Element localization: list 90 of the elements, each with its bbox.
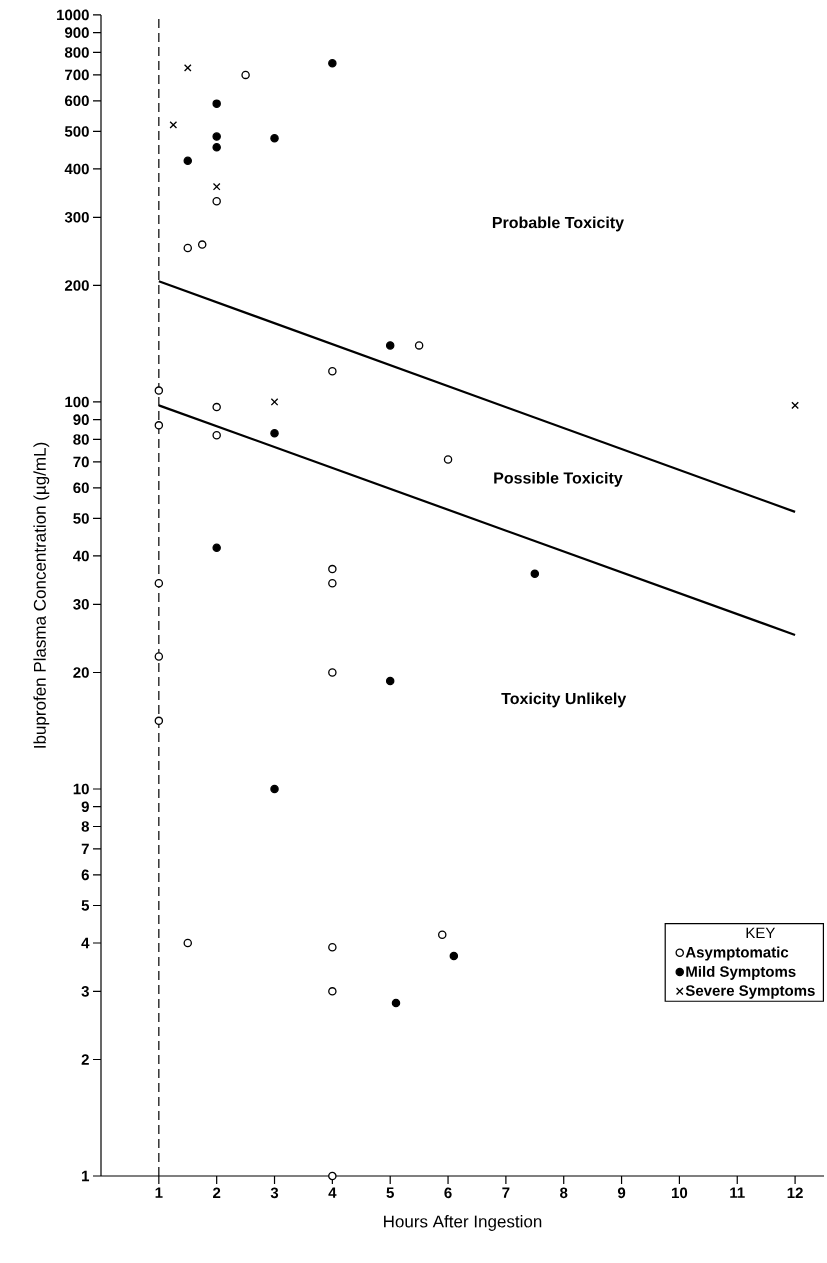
y-tick-label: 8 bbox=[81, 821, 89, 832]
point bbox=[212, 402, 221, 412]
point bbox=[183, 156, 193, 165]
point bbox=[328, 987, 337, 996]
point bbox=[241, 70, 250, 80]
point bbox=[328, 668, 337, 677]
point bbox=[154, 386, 164, 395]
point bbox=[270, 784, 279, 794]
point bbox=[414, 341, 424, 350]
y-tick-label: 70 bbox=[73, 456, 89, 468]
point bbox=[183, 938, 193, 948]
x-tick-label: 11 bbox=[730, 1187, 745, 1198]
y-tick-label: 40 bbox=[73, 550, 89, 562]
point bbox=[328, 943, 337, 952]
y-tick-label: 3 bbox=[81, 986, 89, 997]
point bbox=[328, 1171, 337, 1181]
y-tick-label: 60 bbox=[73, 482, 89, 494]
x-tick-label: 6 bbox=[444, 1187, 452, 1199]
point bbox=[391, 998, 401, 1008]
y-tick-label: 90 bbox=[73, 414, 89, 425]
legend-title: KEY bbox=[746, 927, 776, 939]
point bbox=[270, 398, 279, 406]
point bbox=[212, 543, 221, 553]
point bbox=[530, 569, 540, 578]
y-tick-label: 30 bbox=[73, 599, 89, 610]
point bbox=[212, 431, 221, 440]
point bbox=[270, 134, 279, 143]
point bbox=[154, 421, 164, 430]
point bbox=[385, 676, 395, 686]
y-tick-label: 7 bbox=[81, 843, 89, 855]
y-tick-label: 900 bbox=[64, 27, 89, 38]
x-axis-title: Hours After Ingestion bbox=[384, 1215, 542, 1231]
point bbox=[443, 455, 453, 464]
x-tick-label: 5 bbox=[386, 1187, 394, 1198]
y-tick-label: 5 bbox=[81, 900, 90, 911]
point bbox=[169, 121, 178, 129]
y-tick-label: 50 bbox=[73, 513, 89, 524]
y-tick-label: 500 bbox=[64, 126, 89, 137]
y-tick-label: 10 bbox=[73, 783, 89, 795]
y-tick-label: 100 bbox=[65, 396, 89, 408]
legend-label: Severe Symptoms bbox=[685, 985, 815, 999]
y-tick-label: 600 bbox=[64, 95, 89, 107]
y-tick-label: 1000 bbox=[57, 9, 89, 21]
point bbox=[328, 59, 337, 68]
point bbox=[183, 243, 193, 253]
point bbox=[449, 951, 459, 961]
point bbox=[791, 401, 799, 410]
x-tick-label: 7 bbox=[502, 1187, 510, 1198]
point bbox=[270, 429, 279, 438]
point bbox=[212, 143, 221, 152]
y-tick-label: 20 bbox=[73, 667, 89, 678]
x-tick-label: 2 bbox=[213, 1187, 221, 1198]
y-tick-label: 400 bbox=[64, 163, 89, 175]
point bbox=[183, 64, 192, 72]
y-tick-label: 6 bbox=[81, 869, 89, 881]
point bbox=[197, 240, 207, 249]
y-tick-label: 4 bbox=[81, 937, 90, 949]
point bbox=[212, 132, 221, 141]
point bbox=[328, 564, 337, 574]
y-tick-label: 1 bbox=[82, 1170, 90, 1182]
annotation: Probable Toxicity bbox=[492, 216, 624, 232]
x-tick-label: 3 bbox=[270, 1187, 279, 1199]
point bbox=[385, 341, 395, 350]
point bbox=[328, 579, 337, 588]
x-tick-label: 1 bbox=[155, 1187, 163, 1198]
x-tick-label: 12 bbox=[787, 1187, 803, 1198]
point bbox=[154, 716, 164, 726]
annotation: Toxicity Unlikely bbox=[501, 692, 627, 708]
y-tick-label: 700 bbox=[65, 69, 89, 81]
y-axis-title: Ibuprofen Plasma Concentration (µg/mL) bbox=[33, 442, 50, 748]
legend-label: Mild Symptoms bbox=[686, 965, 796, 980]
point bbox=[154, 652, 164, 661]
y-tick-label: 9 bbox=[81, 801, 89, 812]
legend-label: Asymptomatic bbox=[685, 946, 789, 961]
point bbox=[328, 367, 337, 376]
x-tick-label: 4 bbox=[328, 1187, 337, 1198]
y-tick-label: 800 bbox=[64, 47, 89, 58]
y-tick-label: 80 bbox=[73, 434, 89, 445]
point bbox=[212, 182, 221, 191]
x-tick-label: 9 bbox=[617, 1187, 626, 1199]
annotation: Possible Toxicity bbox=[494, 471, 623, 487]
x-tick-label: 8 bbox=[560, 1187, 568, 1199]
point bbox=[438, 930, 447, 940]
point bbox=[212, 99, 221, 108]
x-tick-label: 10 bbox=[672, 1187, 688, 1199]
point bbox=[154, 579, 164, 588]
y-tick-label: 200 bbox=[64, 280, 89, 291]
point bbox=[212, 197, 221, 206]
y-tick-label: 300 bbox=[64, 211, 89, 223]
y-tick-label: 2 bbox=[81, 1054, 89, 1065]
